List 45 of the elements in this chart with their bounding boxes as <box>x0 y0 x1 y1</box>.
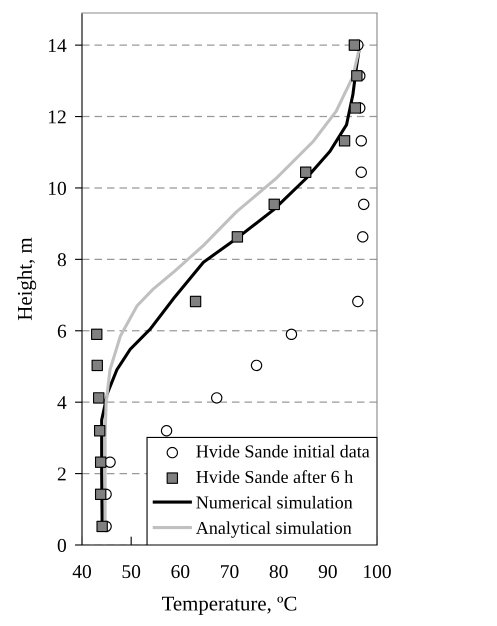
legend-label: Hvide Sande after 6 h <box>196 470 353 484</box>
point <box>350 102 362 114</box>
point <box>160 425 172 436</box>
point <box>93 392 104 404</box>
y-tick-label: 12 <box>48 110 66 124</box>
point <box>211 392 222 404</box>
point <box>356 135 367 147</box>
legend-label: Hvide Sande initial data <box>196 444 370 458</box>
point <box>94 456 106 468</box>
x-tick-label: 40 <box>72 565 91 578</box>
point <box>338 135 350 147</box>
point <box>94 488 106 500</box>
x-tick-label: 70 <box>221 565 238 578</box>
point <box>348 39 360 51</box>
y-tick-label: 10 <box>48 182 66 195</box>
point <box>268 198 280 210</box>
y-tick-label: 0 <box>58 538 66 552</box>
legend-label: Numerical simulation <box>196 496 352 509</box>
x-tick-label: 60 <box>171 565 190 578</box>
point <box>92 360 103 372</box>
y-tick-label: 14 <box>48 39 66 52</box>
y-tick-label: 4 <box>57 396 66 409</box>
y-tick-label: 2 <box>58 467 66 480</box>
point <box>250 360 262 372</box>
point <box>357 231 368 243</box>
point <box>286 328 298 340</box>
x-axis-title: Temperature, ºC <box>162 596 296 615</box>
point <box>300 166 312 178</box>
point <box>356 166 367 178</box>
point <box>232 231 244 243</box>
x-tick-label: 50 <box>122 565 140 578</box>
y-tick-label: 6 <box>58 324 66 338</box>
x-tick-label: 100 <box>364 565 391 578</box>
point <box>351 70 363 82</box>
point <box>190 296 202 308</box>
y-tick-label: 8 <box>58 253 66 266</box>
point <box>94 425 106 436</box>
y-axis-title: Height, m <box>17 238 36 320</box>
point <box>358 198 370 210</box>
x-tick-label: 80 <box>270 565 288 578</box>
legend-label: Analytical simulation <box>196 521 352 538</box>
point <box>91 328 102 340</box>
point <box>352 296 364 308</box>
x-tick-label: 90 <box>318 565 337 578</box>
point <box>96 520 108 532</box>
